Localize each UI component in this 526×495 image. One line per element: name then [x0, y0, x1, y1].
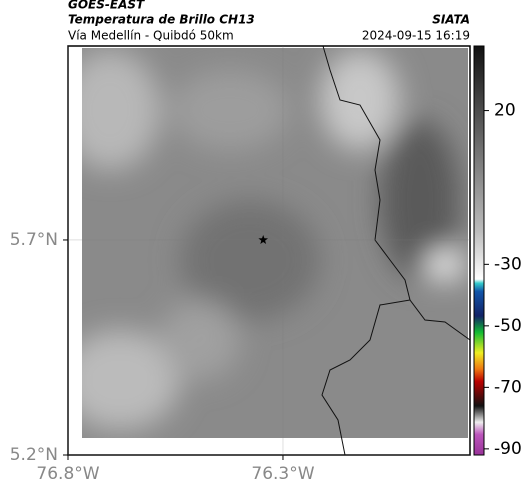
border [321, 299, 411, 456]
colorbar-label: -30 [494, 254, 522, 274]
timestamp: 2024-09-15 16:19 [362, 29, 470, 43]
colorbar-label: 20 [494, 101, 516, 121]
colorbar [473, 45, 485, 456]
y-tick-label: 5.2°N [10, 445, 58, 465]
x-tick-label: 76.3°W [251, 464, 314, 484]
colorbar-label: -50 [494, 316, 522, 336]
colorbar-label: -90 [494, 439, 522, 459]
map-frame [67, 45, 471, 456]
colorbar-label: -70 [494, 377, 522, 397]
product: Temperatura de Brillo CH13 [68, 13, 255, 27]
location-marker [258, 235, 268, 244]
region: Vía Medellín - Quibdó 50km [68, 29, 234, 43]
satellite: GOES-EAST [68, 0, 145, 12]
source: SIATA [432, 13, 470, 27]
x-tick-label: 76.8°W [36, 464, 99, 484]
brightness-image [82, 48, 468, 438]
border [322, 45, 471, 341]
y-tick-label: 5.7°N [10, 230, 58, 250]
